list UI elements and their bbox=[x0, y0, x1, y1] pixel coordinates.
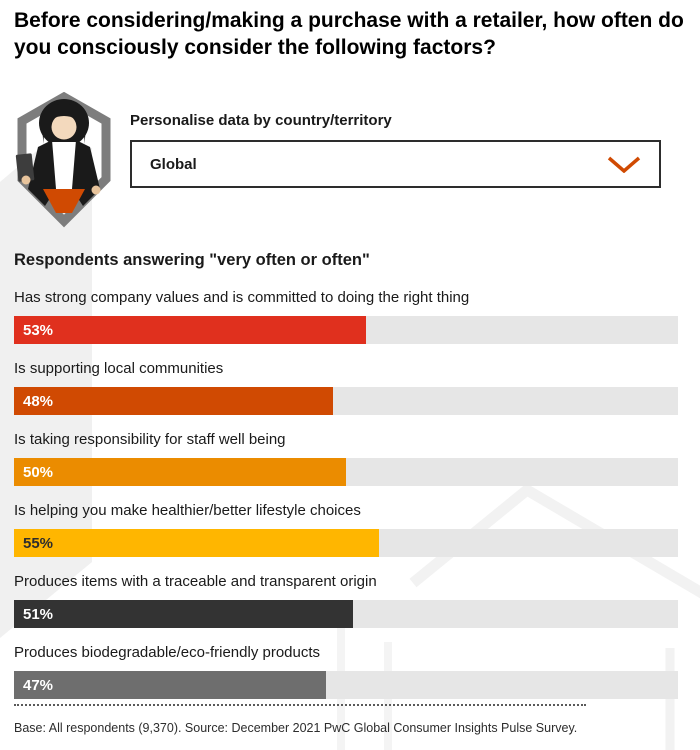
bar-value-label: 50% bbox=[23, 463, 54, 481]
bar-track: 53% bbox=[14, 316, 678, 344]
bar-category-label: Produces biodegradable/eco-friendly prod… bbox=[14, 644, 321, 661]
bar-row: Is helping you make healthier/better lif… bbox=[14, 501, 678, 557]
bar-value-label: 48% bbox=[23, 392, 54, 410]
bar-value-label: 53% bbox=[23, 321, 54, 339]
bar-category-label: Is supporting local communities bbox=[14, 360, 224, 377]
bar-track: 50% bbox=[14, 458, 678, 486]
bar-row: Produces items with a traceable and tran… bbox=[14, 572, 678, 628]
dotted-divider bbox=[14, 704, 586, 706]
chart-subtitle: Respondents answering "very often or oft… bbox=[14, 251, 370, 269]
bar-fill: 48% bbox=[14, 387, 333, 415]
bar-category-label: Produces items with a traceable and tran… bbox=[14, 573, 377, 590]
bar-fill: 51% bbox=[14, 600, 353, 628]
dropdown-selected-value: Global bbox=[150, 155, 197, 173]
bar-row: Is supporting local communities 48% bbox=[14, 359, 678, 415]
bar-track: 47% bbox=[14, 671, 678, 699]
bar-track: 48% bbox=[14, 387, 678, 415]
source-note: Base: All respondents (9,370). Source: D… bbox=[14, 721, 578, 735]
bar-category-label: Is helping you make healthier/better lif… bbox=[14, 502, 361, 519]
country-territory-dropdown[interactable]: Global bbox=[130, 140, 661, 188]
chevron-down-icon bbox=[607, 156, 641, 173]
page-title: Before considering/making a purchase wit… bbox=[14, 9, 684, 59]
bar-row: Is taking responsibility for staff well … bbox=[14, 430, 678, 486]
bar-track: 51% bbox=[14, 600, 678, 628]
bar-fill: 55% bbox=[14, 529, 380, 557]
bar-fill: 50% bbox=[14, 458, 346, 486]
personalise-label: Personalise data by country/territory bbox=[130, 112, 392, 129]
bar-category-label: Is taking responsibility for staff well … bbox=[14, 431, 286, 448]
bar-value-label: 47% bbox=[23, 676, 54, 694]
bar-value-label: 51% bbox=[23, 605, 54, 623]
bar-row: Has strong company values and is committ… bbox=[14, 288, 678, 344]
person-with-tablet-icon bbox=[15, 91, 111, 228]
persona-illustration bbox=[12, 91, 116, 234]
bar-chart: Has strong company values and is committ… bbox=[14, 288, 678, 714]
bar-track: 55% bbox=[14, 529, 678, 557]
bar-fill: 53% bbox=[14, 316, 366, 344]
bar-row: Produces biodegradable/eco-friendly prod… bbox=[14, 643, 678, 699]
bar-value-label: 55% bbox=[23, 534, 54, 552]
bar-fill: 47% bbox=[14, 671, 327, 699]
bar-category-label: Has strong company values and is committ… bbox=[14, 289, 470, 306]
